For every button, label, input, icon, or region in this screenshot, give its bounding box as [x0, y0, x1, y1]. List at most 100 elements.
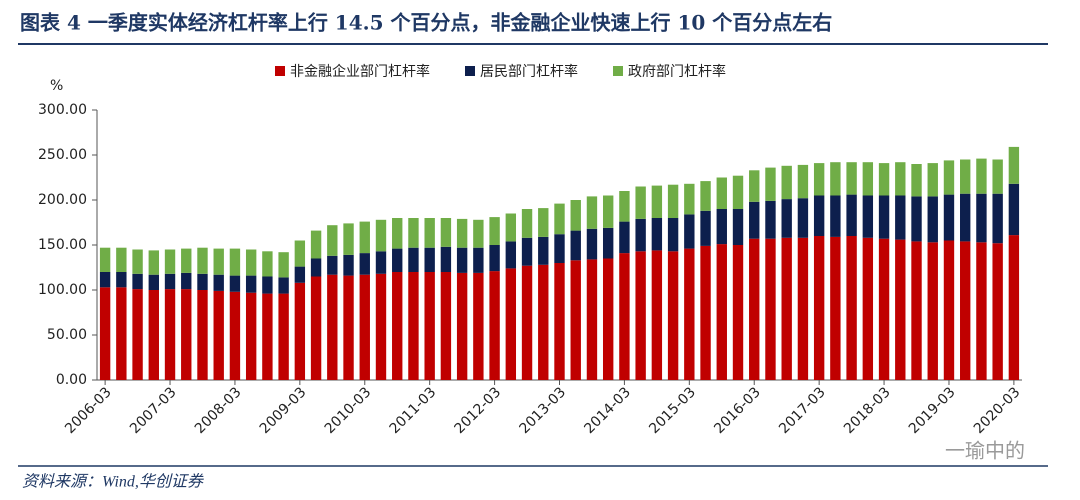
- bar-segment: [586, 196, 598, 229]
- bar-segment: [943, 240, 955, 380]
- bar-segment: [635, 218, 646, 252]
- bar-segment: [456, 247, 468, 273]
- bar-segment: [181, 289, 192, 380]
- legend-swatch: [613, 66, 623, 76]
- bar-segment: [538, 236, 549, 265]
- bar-segment: [797, 198, 809, 238]
- bar-segment: [197, 247, 208, 274]
- bar-segment: [294, 266, 306, 283]
- x-tick-label: 2014-03: [581, 384, 634, 437]
- bar-segment: [797, 164, 809, 199]
- bar-segment: [911, 241, 922, 380]
- bar-segment: [408, 272, 419, 380]
- bar-segment: [813, 163, 825, 196]
- bar-segment: [830, 195, 841, 237]
- bar-segment: [960, 241, 971, 380]
- bar-segment: [148, 250, 159, 275]
- bar-segment: [586, 228, 598, 260]
- bar-segment: [538, 264, 549, 380]
- bar-segment: [359, 274, 370, 380]
- bar-segment: [749, 170, 760, 202]
- x-tick-label: 2008-03: [192, 384, 245, 437]
- bar-segment: [489, 245, 500, 272]
- bar-segment: [473, 247, 484, 273]
- bar-segment: [960, 193, 971, 242]
- bar-segment: [781, 237, 792, 380]
- x-tick-label: 2013-03: [516, 384, 569, 437]
- bar-segment: [700, 245, 711, 380]
- bar-segment: [684, 248, 695, 380]
- x-tick-label: 2015-03: [646, 384, 699, 437]
- bar-segment: [521, 265, 533, 380]
- bar-segment: [943, 160, 955, 195]
- bar-segment: [684, 183, 695, 215]
- bar-segment: [229, 275, 241, 292]
- bar-segment: [262, 276, 273, 294]
- bar-segment: [245, 275, 257, 293]
- watermark: 一瑜中的: [945, 439, 1025, 463]
- bar-segment: [732, 175, 744, 209]
- bar-segment: [181, 272, 192, 290]
- bar-segment: [895, 195, 906, 240]
- bar-segment: [327, 274, 338, 380]
- bar-segment: [927, 242, 938, 380]
- bar-segment: [343, 254, 354, 276]
- bar-segment: [716, 244, 727, 380]
- bar-segment: [554, 234, 565, 263]
- bar-segment: [424, 247, 435, 272]
- bar-segment: [213, 248, 224, 275]
- x-tick-label: 2012-03: [452, 384, 505, 437]
- bar-segment: [570, 230, 581, 261]
- bar-segment: [992, 243, 1003, 380]
- chart-title: 图表 4 一季度实体经济杠杆率上行 14.5 个百分点，非金融企业快速上行 10…: [20, 11, 832, 35]
- bar-segment: [310, 276, 322, 380]
- bar-segment: [392, 248, 403, 272]
- bar-segment: [554, 263, 565, 380]
- bar-segment: [132, 249, 143, 274]
- bar-segment: [927, 163, 938, 197]
- bar-segment: [830, 162, 841, 196]
- bar-segment: [830, 236, 841, 380]
- bar-segment: [960, 159, 971, 194]
- bar-segment: [976, 193, 987, 243]
- bar-segment: [781, 199, 792, 238]
- legend-label: 居民部门杠杆率: [480, 63, 578, 80]
- y-tick-label: 100.00: [38, 282, 87, 298]
- bar-segment: [846, 162, 857, 195]
- bar-segment: [878, 163, 890, 196]
- bar-segment: [992, 193, 1003, 244]
- x-tick-label: 2018-03: [841, 384, 894, 437]
- x-tick-label: 2010-03: [322, 384, 375, 437]
- y-tick-label: 200.00: [38, 192, 87, 208]
- bar-segment: [473, 272, 484, 380]
- bar-segment: [148, 290, 159, 380]
- bar-segment: [197, 273, 208, 290]
- bar-segment: [635, 186, 646, 219]
- bar-segment: [749, 238, 760, 380]
- bar-segment: [521, 209, 533, 238]
- bar-segment: [1008, 146, 1020, 184]
- bar-segment: [846, 194, 857, 236]
- bar-segment: [651, 250, 663, 380]
- bar-segment: [116, 247, 127, 272]
- bar-segment: [538, 208, 549, 237]
- bar-segment: [424, 272, 435, 380]
- bar-segment: [375, 219, 387, 252]
- bar-segment: [343, 223, 354, 255]
- bar-segment: [245, 292, 257, 380]
- bar-segment: [619, 191, 630, 222]
- bar-segment: [408, 218, 419, 248]
- bar-segment: [797, 237, 809, 380]
- bar-segment: [505, 241, 517, 269]
- bar-segment: [635, 251, 646, 380]
- bar-segment: [716, 209, 727, 245]
- bar-segment: [213, 290, 224, 380]
- bar-segment: [878, 238, 890, 380]
- x-tick-label: 2006-03: [62, 384, 115, 437]
- bar-segment: [911, 164, 922, 197]
- bar-segment: [456, 272, 468, 380]
- bar-segment: [862, 237, 874, 380]
- bar-segment: [359, 253, 370, 275]
- bar-segment: [586, 259, 598, 380]
